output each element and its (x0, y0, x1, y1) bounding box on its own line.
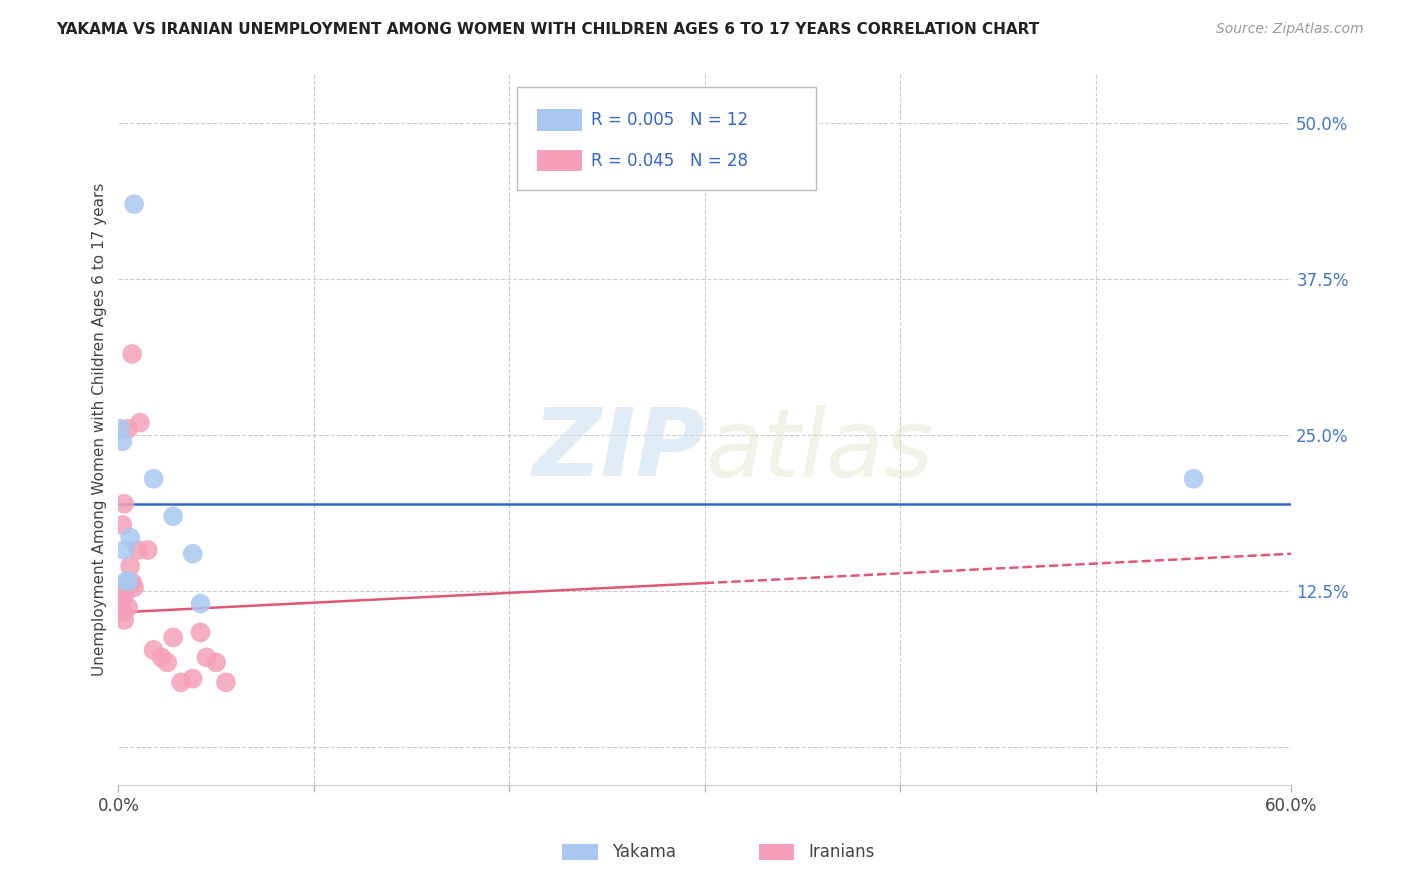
Point (115, 574, 138, 589)
Point (190, 625, 212, 640)
Text: ZIP: ZIP (531, 404, 704, 496)
Point (117, 600, 139, 615)
Point (150, 650, 173, 665)
Bar (537, 150, 582, 171)
Point (110, 600, 132, 615)
Point (117, 574, 139, 589)
Point (205, 656, 228, 670)
Point (215, 675, 238, 690)
Point (156, 656, 179, 670)
Point (117, 422, 139, 436)
Text: Iranians: Iranians (808, 843, 875, 861)
Text: R = 0.005   N = 12: R = 0.005 N = 12 (591, 111, 748, 129)
Point (181, 547, 204, 561)
Text: atlas: atlas (704, 405, 934, 496)
Point (142, 643, 165, 657)
Text: Source: ZipAtlas.com: Source: ZipAtlas.com (1216, 22, 1364, 37)
Point (111, 606, 134, 620)
Point (190, 597, 212, 611)
Bar (537, 110, 582, 130)
Point (120, 559, 142, 574)
Point (111, 518, 134, 533)
FancyBboxPatch shape (517, 87, 817, 190)
Point (129, 416, 152, 430)
Point (162, 631, 184, 645)
Point (121, 575, 143, 590)
Point (170, 675, 193, 690)
Point (112, 613, 135, 627)
Text: R = 0.045   N = 28: R = 0.045 N = 28 (591, 152, 748, 169)
Point (110, 422, 132, 436)
Point (115, 581, 138, 595)
Point (142, 472, 165, 486)
Point (1182, 472, 1205, 486)
Text: YAKAMA VS IRANIAN UNEMPLOYMENT AMONG WOMEN WITH CHILDREN AGES 6 TO 17 YEARS CORR: YAKAMA VS IRANIAN UNEMPLOYMENT AMONG WOM… (56, 22, 1039, 37)
Point (120, 531, 142, 545)
Text: Yakama: Yakama (612, 843, 676, 861)
Y-axis label: Unemployment Among Women with Children Ages 6 to 17 years: Unemployment Among Women with Children A… (93, 182, 107, 675)
Point (111, 434, 134, 449)
Point (195, 650, 218, 665)
Point (111, 593, 134, 607)
Point (121, 347, 143, 361)
Point (122, 581, 145, 595)
Point (181, 672, 204, 686)
Point (110, 588, 132, 602)
Point (122, 197, 145, 211)
Point (162, 509, 184, 524)
Point (136, 543, 159, 558)
Point (112, 543, 135, 558)
Point (112, 588, 135, 602)
Point (127, 543, 149, 558)
Point (112, 497, 135, 511)
